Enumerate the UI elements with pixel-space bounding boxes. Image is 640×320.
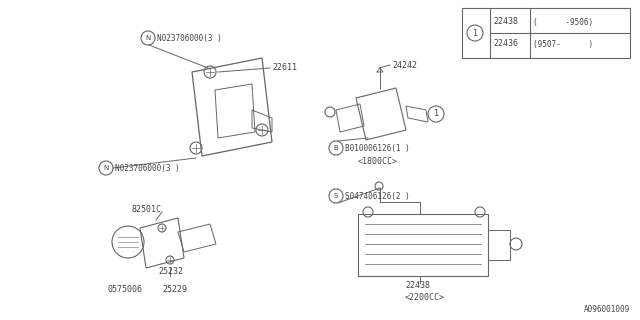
Text: 24242: 24242 [392,60,417,69]
Text: B010006126(1 ): B010006126(1 ) [345,143,410,153]
Text: 22611: 22611 [272,63,297,73]
Text: 1: 1 [472,28,477,37]
Text: N023706000(3 ): N023706000(3 ) [115,164,180,172]
Text: 82501C: 82501C [132,205,162,214]
Text: N: N [145,35,150,41]
Text: 0575006: 0575006 [108,285,143,294]
Text: A096001009: A096001009 [584,305,630,314]
Text: 22438: 22438 [493,18,518,27]
Text: 22438: 22438 [405,281,430,290]
Text: 25232: 25232 [158,268,183,276]
Text: B: B [333,145,339,151]
Text: 1: 1 [433,109,438,118]
Text: N: N [104,165,109,171]
Bar [462,8,630,58]
Text: 22436: 22436 [493,39,518,49]
Text: S047406126(2 ): S047406126(2 ) [345,191,410,201]
Text: S: S [334,193,338,199]
Text: <2200CC>: <2200CC> [405,293,445,302]
Text: 25229: 25229 [162,285,187,294]
Text: <1800CC>: <1800CC> [358,157,398,166]
Text: (      -9506): ( -9506) [533,18,593,27]
Text: N023706000(3 ): N023706000(3 ) [157,34,221,43]
Text: (9507-      ): (9507- ) [533,39,593,49]
